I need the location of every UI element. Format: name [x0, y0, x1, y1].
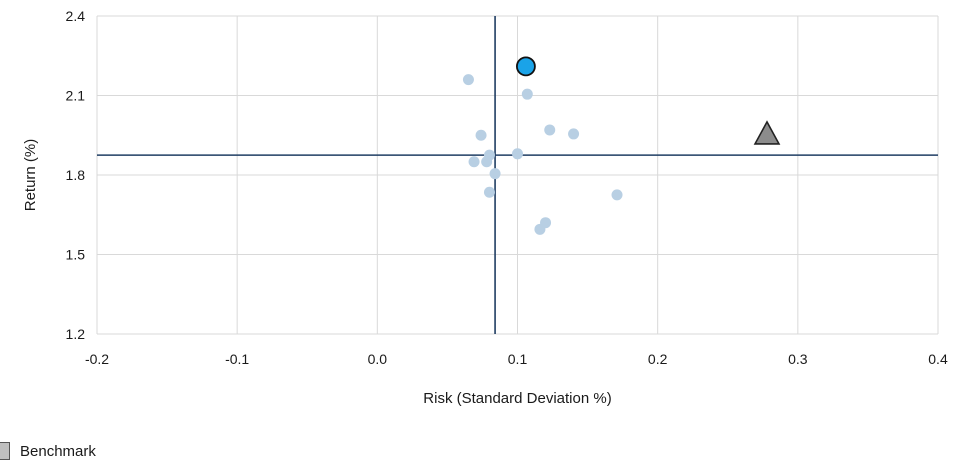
y-tick-label: 1.5 [66, 247, 86, 263]
y-tick-label: 2.1 [66, 88, 86, 104]
y-tick-label: 1.2 [66, 326, 86, 342]
x-tick-label: 0.4 [928, 351, 948, 367]
legend: Benchmark [0, 440, 96, 462]
x-axis-title: Risk (Standard Deviation %) [423, 390, 611, 407]
y-tick-labels: 1.2 1.5 1.8 2.1 2.4 [66, 8, 86, 342]
benchmark-legend-swatch [0, 442, 10, 460]
y-tick-label: 1.8 [66, 167, 86, 183]
x-tick-labels: -0.2 -0.1 0.0 0.1 0.2 0.3 0.4 [85, 351, 948, 367]
y-tick-label: 2.4 [66, 8, 86, 24]
peer-point [483, 186, 495, 198]
peer-point [475, 129, 487, 141]
peer-point [534, 223, 546, 235]
y-axis-title: Return (%) [22, 139, 39, 212]
scatter-plot: -0.2 -0.1 0.0 0.1 0.2 0.3 0.4 1.21.51.82.12.4 … [22, 8, 948, 407]
x-tick-label: 0.3 [788, 351, 808, 367]
data-points [462, 56, 781, 235]
peer-point [611, 189, 623, 201]
peer-point [489, 168, 501, 180]
benchmark-point [753, 120, 781, 145]
peer-point [544, 124, 556, 136]
peer-point [481, 156, 493, 168]
x-tick-label: -0.1 [225, 351, 249, 367]
peer-point [568, 128, 580, 140]
x-tick-label: 0.0 [368, 351, 388, 367]
fund-point [516, 56, 536, 77]
peer-point [512, 148, 523, 160]
benchmark-legend-label: Benchmark [20, 442, 96, 460]
peer-point [521, 88, 533, 100]
x-tick-label: 0.2 [648, 351, 668, 367]
peer-point [462, 74, 474, 86]
grid [96, 15, 939, 335]
x-tick-label: -0.2 [85, 351, 109, 367]
x-tick-label: 0.1 [508, 351, 528, 367]
peer-point [468, 156, 480, 168]
